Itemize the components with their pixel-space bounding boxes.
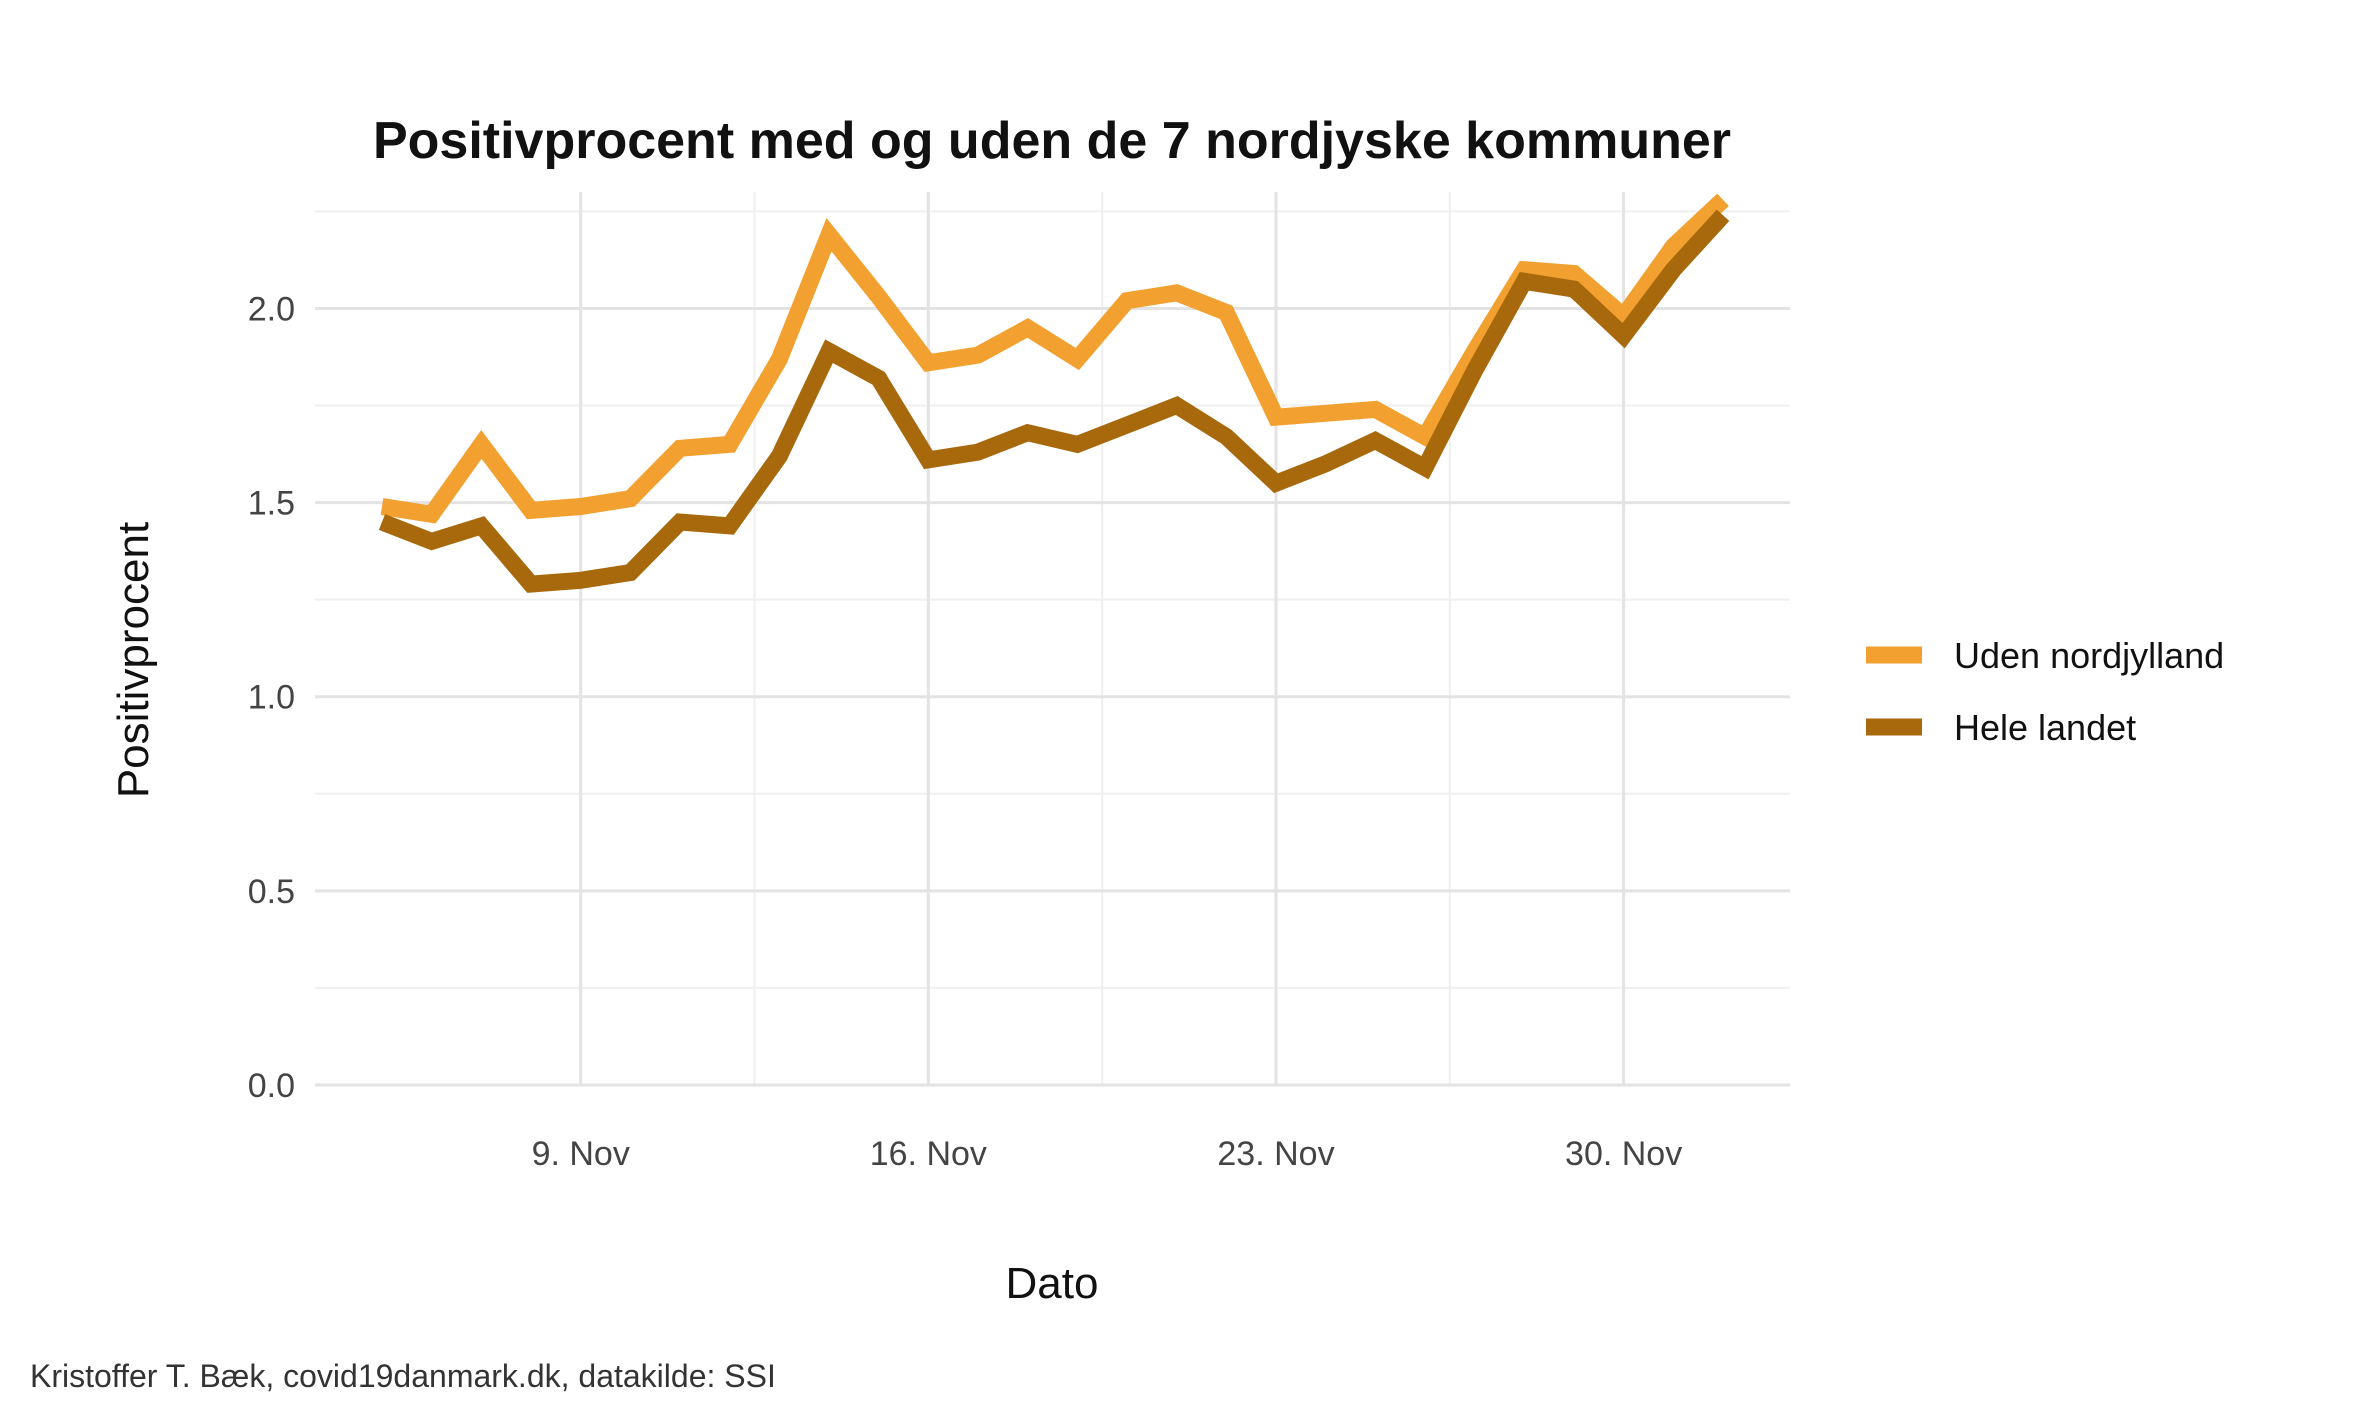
chart-title: Positivprocent med og uden de 7 nordjysk… bbox=[373, 112, 1731, 170]
y-tick-label: 0.0 bbox=[248, 1067, 295, 1105]
series-line-0 bbox=[380, 193, 1729, 524]
y-axis-ticks: 0.0 0.5 1.0 1.5 2.0 bbox=[248, 290, 295, 1105]
y-tick-label: 1.5 bbox=[248, 485, 295, 523]
legend: Uden nordjylland Hele landet bbox=[1866, 635, 2224, 748]
series-line-1 bbox=[378, 209, 1730, 593]
y-tick-label: 1.0 bbox=[248, 679, 295, 717]
y-tick-label: 0.5 bbox=[248, 873, 295, 911]
x-tick-label: 9. Nov bbox=[532, 1135, 630, 1173]
grid bbox=[315, 192, 1790, 1087]
x-tick-label: 16. Nov bbox=[870, 1135, 987, 1173]
x-axis-ticks: 9. Nov 16. Nov 23. Nov 30. Nov bbox=[532, 1135, 1683, 1173]
x-tick-label: 30. Nov bbox=[1565, 1135, 1682, 1173]
y-tick-label: 2.0 bbox=[248, 290, 295, 328]
legend-label-1: Hele landet bbox=[1954, 707, 2136, 748]
x-tick-label: 23. Nov bbox=[1217, 1135, 1334, 1173]
series-lines bbox=[378, 193, 1730, 593]
caption: Kristoffer T. Bæk, covid19danmark.dk, da… bbox=[30, 1358, 776, 1394]
x-axis-title: Dato bbox=[1006, 1259, 1099, 1308]
y-axis-title: Positivprocent bbox=[109, 522, 158, 798]
legend-label-0: Uden nordjylland bbox=[1954, 635, 2224, 676]
